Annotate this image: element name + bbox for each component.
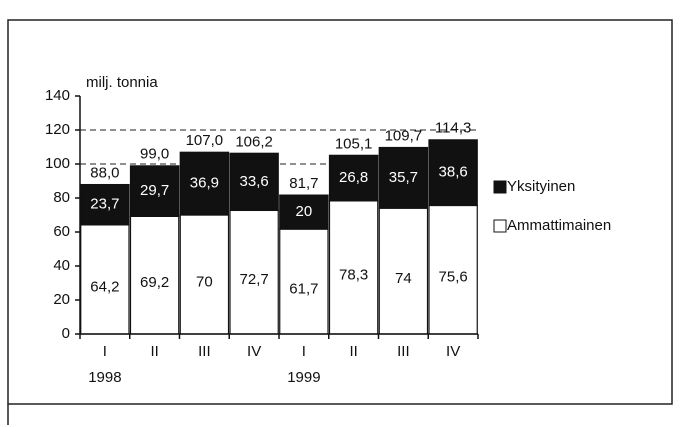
- total-label: 107,0: [186, 132, 224, 149]
- bar-segment: [179, 214, 230, 335]
- value-label: 20: [296, 203, 313, 220]
- value-label: 61,7: [289, 281, 318, 298]
- value-label: 29,7: [140, 182, 169, 199]
- bar-segment: [80, 183, 130, 226]
- legend-swatch: [493, 219, 507, 233]
- bar-segment: [229, 209, 279, 335]
- x-tick-label: I: [103, 343, 107, 360]
- year-label: 1998: [88, 369, 121, 386]
- value-label: 75,6: [439, 269, 468, 286]
- total-label: 106,2: [235, 133, 273, 150]
- value-label: 23,7: [90, 196, 119, 213]
- value-label: 64,2: [90, 278, 119, 295]
- bar-segment: [328, 154, 379, 202]
- legend-swatch: [493, 180, 507, 194]
- legend-label: Yksityinen: [507, 178, 575, 195]
- y-tick-label: 80: [53, 189, 70, 206]
- value-label: 33,6: [240, 173, 269, 190]
- bar-segment: [80, 224, 130, 335]
- value-label: 70: [196, 273, 213, 290]
- x-tick-label: III: [198, 343, 211, 360]
- x-tick-label: II: [349, 343, 357, 360]
- value-label: 26,8: [339, 169, 368, 186]
- x-tick-label: I: [302, 343, 306, 360]
- y-tick-label: 140: [45, 87, 70, 104]
- legend-label: Ammattimainen: [507, 217, 611, 234]
- total-label: 88,0: [90, 164, 119, 181]
- year-label: 1999: [287, 369, 320, 386]
- x-tick-label: IV: [446, 343, 460, 360]
- value-label: 74: [395, 270, 412, 287]
- bar-segment: [129, 165, 180, 217]
- bar-segment: [328, 200, 379, 335]
- total-label: 105,1: [335, 135, 373, 152]
- total-label: 114,3: [435, 120, 471, 137]
- y-tick-label: 100: [45, 155, 70, 172]
- y-tick-label: 120: [45, 121, 70, 138]
- total-label: 109,7: [385, 127, 423, 144]
- value-label: 72,7: [240, 271, 269, 288]
- y-tick-label: 20: [53, 291, 70, 308]
- x-tick-label: IV: [247, 343, 261, 360]
- value-label: 78,3: [339, 266, 368, 283]
- y-tick-label: 40: [53, 257, 70, 274]
- x-tick-label: III: [397, 343, 410, 360]
- y-tick-label: 60: [53, 223, 70, 240]
- bar-segment: [378, 146, 429, 209]
- bar-segment: [279, 228, 329, 335]
- total-label: 81,7: [289, 175, 318, 192]
- total-label: 99,0: [140, 146, 169, 163]
- bar-segment: [279, 194, 329, 230]
- y-axis-label: milj. tonnia: [86, 74, 158, 91]
- bar-segment: [229, 152, 279, 212]
- y-tick-label: 0: [62, 325, 70, 342]
- bar-segment: [428, 204, 478, 335]
- bar-segment: [179, 151, 230, 216]
- bar-segment: [428, 139, 478, 207]
- bar-segment: [378, 207, 429, 335]
- value-label: 69,2: [140, 274, 169, 291]
- value-label: 38,6: [439, 164, 468, 181]
- x-tick-label: II: [150, 343, 158, 360]
- value-label: 35,7: [389, 169, 418, 186]
- value-label: 36,9: [190, 175, 219, 192]
- frame: [7, 19, 673, 405]
